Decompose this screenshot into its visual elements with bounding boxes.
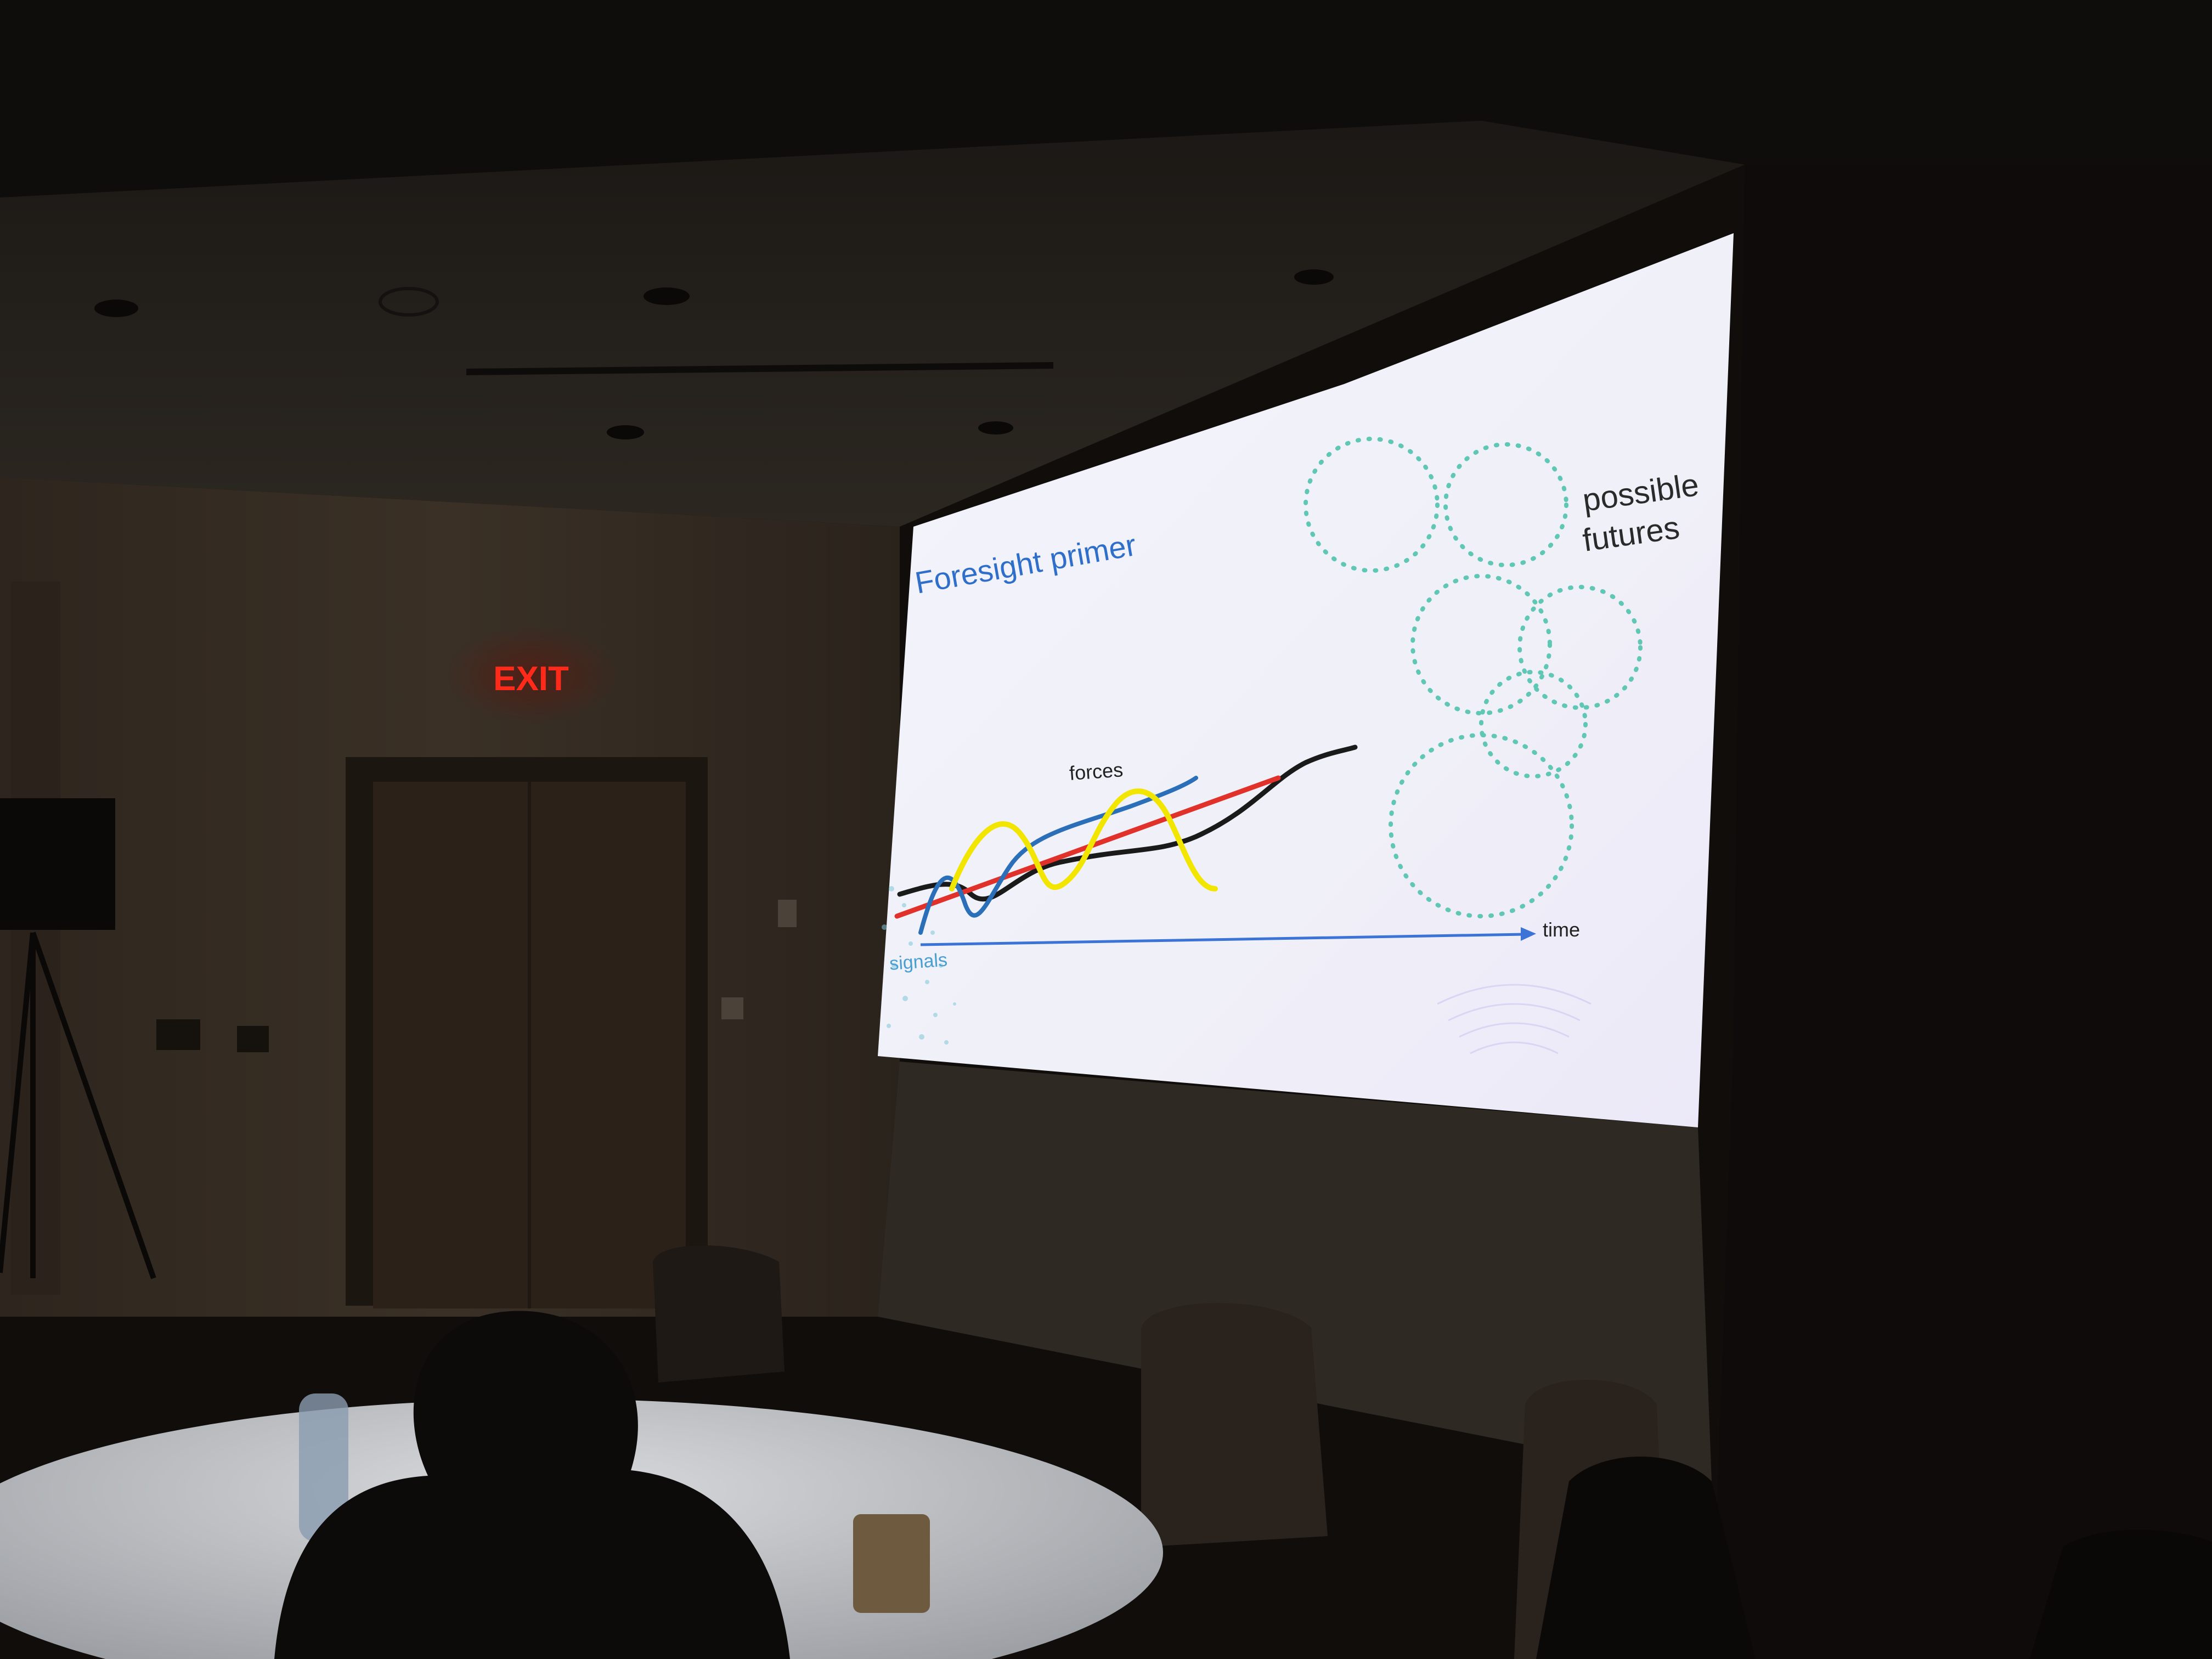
ceiling-light bbox=[978, 421, 1013, 435]
signals-texture bbox=[882, 886, 956, 1045]
chair-silhouette bbox=[2030, 1530, 2212, 1659]
person-silhouette bbox=[274, 1311, 790, 1659]
forces-label: forces bbox=[1069, 758, 1124, 785]
ceiling-light bbox=[644, 287, 690, 305]
water-bottle bbox=[299, 1393, 348, 1542]
time-axis bbox=[920, 927, 1536, 946]
future-circle bbox=[1389, 733, 1574, 918]
ceiling-light bbox=[607, 425, 644, 439]
future-circle bbox=[1479, 670, 1588, 778]
coffee-cup bbox=[853, 1514, 930, 1613]
right-wall bbox=[1712, 165, 2212, 1659]
exit-sign: EXIT bbox=[493, 660, 569, 698]
possible-futures-circles bbox=[1304, 437, 1643, 918]
future-circle bbox=[1517, 585, 1643, 710]
future-circle bbox=[1304, 437, 1440, 573]
wall-switch bbox=[721, 997, 743, 1019]
future-circle bbox=[1443, 442, 1568, 567]
tripod-leg bbox=[30, 932, 156, 1279]
wall-plate bbox=[237, 1026, 269, 1052]
time-arrowhead bbox=[1521, 927, 1536, 941]
signals-label: signals bbox=[889, 950, 948, 974]
wall-switch bbox=[778, 900, 797, 927]
ceiling-panel bbox=[0, 121, 1745, 527]
ceiling-vent bbox=[466, 362, 1053, 375]
tripod-leg bbox=[0, 932, 36, 1273]
speaker bbox=[0, 798, 115, 930]
screen-lower bbox=[878, 1062, 1712, 1481]
ceiling-light bbox=[1294, 269, 1334, 285]
wall-plate bbox=[156, 1019, 200, 1050]
ceiling-light bbox=[379, 287, 439, 317]
time-label: time bbox=[1543, 918, 1580, 941]
force-curve-yellow bbox=[949, 788, 1218, 891]
force-curves bbox=[894, 744, 1358, 935]
chair-back bbox=[1141, 1303, 1328, 1547]
chair-back bbox=[653, 1245, 785, 1383]
ceiling bbox=[0, 0, 2212, 198]
time-texture bbox=[1437, 984, 1592, 1054]
force-curve-blue bbox=[918, 776, 1198, 935]
foreground bbox=[0, 1245, 2212, 1659]
exit-sign-glow bbox=[444, 625, 620, 724]
projection-screen bbox=[878, 233, 1734, 1127]
ceiling-light bbox=[94, 300, 138, 317]
chair-silhouette bbox=[1536, 1457, 1756, 1659]
